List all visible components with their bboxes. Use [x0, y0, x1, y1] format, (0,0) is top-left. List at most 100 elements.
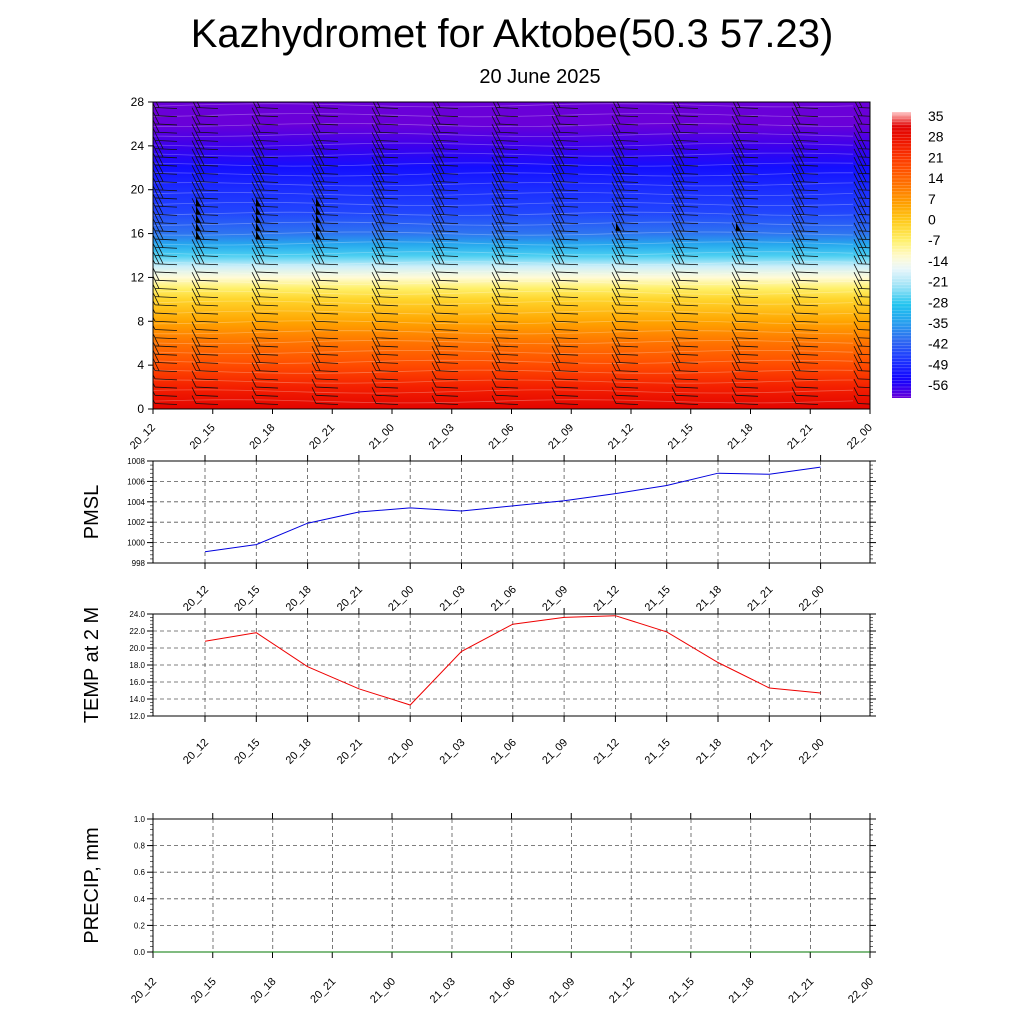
temp2m-y-tick-label: 22.0 — [129, 627, 145, 636]
precip-y-tick-label: 0.2 — [134, 921, 146, 930]
x-tick-label: 20_18 — [247, 422, 277, 452]
precip-x-tick-label: 21_00 — [368, 976, 398, 1006]
temp2m-x-tick-label: 20_12 — [181, 737, 211, 767]
precip-y-tick-label: 0.6 — [134, 868, 146, 877]
precip-y-tick-label: 0.8 — [134, 842, 146, 851]
precip-x-tick-label: 20_18 — [249, 976, 279, 1006]
pmsl-y-tick-label: 1006 — [127, 477, 145, 486]
precip-x-tick-label: 22_00 — [846, 976, 876, 1006]
chart-title: Kazhydromet for Aktobe(50.3 57.23) — [190, 12, 834, 56]
y-tick-label: 16 — [131, 227, 145, 241]
y-tick-label: 4 — [137, 358, 144, 372]
pmsl-y-tick-label: 1008 — [127, 457, 145, 466]
y-tick-label: 8 — [137, 314, 144, 328]
temp2m-x-tick-label: 21_12 — [591, 737, 621, 767]
pmsl-x-tick-label: 21_18 — [694, 584, 724, 614]
precip-x-tick-label: 20_15 — [189, 976, 219, 1006]
colorbar-label: -35 — [928, 315, 948, 331]
temp2m-y-tick-label: 12.0 — [129, 712, 145, 721]
y-tick-label: 20 — [131, 183, 145, 197]
pmsl-x-tick-label: 21_06 — [489, 584, 519, 614]
y-tick-label: 12 — [131, 270, 145, 284]
pmsl-y-tick-label: 1004 — [127, 498, 145, 507]
temp2m-y-tick-label: 20.0 — [129, 644, 145, 653]
precip-x-tick-label: 21_09 — [547, 976, 577, 1006]
colorbar-label: 0 — [928, 212, 936, 228]
colorbar-label: -56 — [928, 377, 948, 393]
colorbar-label: -49 — [928, 356, 948, 372]
temp2m-x-tick-label: 21_06 — [489, 737, 519, 767]
colorbar-label: -28 — [928, 294, 948, 310]
temp2m-x-tick-label: 21_21 — [745, 737, 775, 767]
pmsl-x-tick-label: 20_12 — [181, 584, 211, 614]
x-tick-label: 21_21 — [785, 422, 815, 452]
precip-x-tick-label: 21_21 — [786, 976, 816, 1006]
temp2m-y-tick-label: 14.0 — [129, 695, 145, 704]
y-tick-label: 0 — [137, 402, 144, 416]
pmsl-y-tick-label: 1000 — [127, 539, 145, 548]
precip-x-tick-label: 21_18 — [727, 976, 757, 1006]
x-tick-label: 20_15 — [188, 422, 218, 452]
x-tick-label: 21_12 — [606, 422, 636, 452]
x-tick-label: 20_12 — [128, 422, 158, 452]
pmsl-x-tick-label: 21_00 — [386, 584, 416, 614]
pmsl-x-tick-label: 20_21 — [335, 584, 365, 614]
precip-x-tick-label: 21_15 — [667, 976, 697, 1006]
precip-x-tick-label: 21_06 — [488, 976, 518, 1006]
pmsl-x-tick-label: 21_12 — [591, 584, 621, 614]
colorbar-label: -14 — [928, 253, 948, 269]
precip-y-tick-label: 0.4 — [134, 895, 146, 904]
pmsl-series-line — [204, 466, 821, 553]
pmsl-x-tick-label: 21_09 — [540, 584, 570, 614]
temp2m-x-tick-label: 21_03 — [438, 737, 468, 767]
colorbar-label: 28 — [928, 129, 944, 145]
precip-y-tick-label: 0.0 — [134, 948, 146, 957]
temp2m-x-tick-label: 22_00 — [797, 737, 827, 767]
temp2m-x-tick-label: 20_18 — [284, 737, 314, 767]
pmsl-x-tick-label: 21_21 — [745, 584, 775, 614]
colorbar-label: 14 — [928, 170, 944, 186]
temp2m-x-tick-label: 21_09 — [540, 737, 570, 767]
x-tick-label: 21_15 — [666, 422, 696, 452]
y-tick-label: 28 — [131, 95, 145, 109]
colorbar-label: -42 — [928, 336, 948, 352]
temp2m-x-tick-label: 21_18 — [694, 737, 724, 767]
temp2m-y-tick-label: 16.0 — [129, 678, 145, 687]
pmsl-y-tick-label: 1002 — [127, 518, 145, 527]
precip-x-tick-label: 20_12 — [129, 976, 159, 1006]
temp2m-x-tick-label: 20_21 — [335, 737, 365, 767]
pmsl-y-axis-title: PMSL — [81, 485, 103, 539]
x-tick-label: 22_00 — [845, 422, 875, 452]
colorbar-label: 35 — [928, 108, 944, 124]
x-tick-label: 21_00 — [367, 422, 397, 452]
x-tick-label: 21_18 — [725, 422, 755, 452]
temp2m-x-tick-label: 21_00 — [386, 737, 416, 767]
colorbar-label: -21 — [928, 274, 948, 290]
cross-section-field — [153, 102, 870, 409]
x-tick-label: 21_09 — [546, 422, 576, 452]
x-tick-label: 21_06 — [486, 422, 516, 452]
precip-y-axis-title: PRECIP, mm — [81, 827, 103, 943]
temp2m-x-tick-label: 20_15 — [232, 737, 262, 767]
precip-x-tick-label: 21_03 — [428, 976, 458, 1006]
colorbar-label: 21 — [928, 149, 944, 165]
temp2m-y-axis-title: TEMP at 2 M — [81, 607, 103, 723]
wind-barbs — [153, 102, 870, 405]
pmsl-x-tick-label: 20_18 — [284, 584, 314, 614]
temp2m-y-tick-label: 18.0 — [129, 661, 145, 670]
x-tick-label: 20_21 — [307, 422, 337, 452]
y-tick-label: 24 — [131, 139, 145, 153]
temp2m-y-tick-label: 24.0 — [129, 610, 145, 619]
pmsl-y-tick-label: 998 — [132, 559, 146, 568]
pmsl-x-tick-label: 20_15 — [232, 584, 262, 614]
chart-subtitle: 20 June 2025 — [479, 66, 601, 88]
precip-x-tick-label: 20_21 — [308, 976, 338, 1006]
temp2m-frame — [152, 613, 871, 717]
temp2m-x-tick-label: 21_15 — [643, 737, 673, 767]
precip-y-tick-label: 1.0 — [134, 815, 146, 824]
colorbar-label: 7 — [928, 191, 936, 207]
colorbar — [892, 112, 911, 398]
pmsl-x-tick-label: 22_00 — [797, 584, 827, 614]
x-tick-label: 21_03 — [427, 422, 457, 452]
